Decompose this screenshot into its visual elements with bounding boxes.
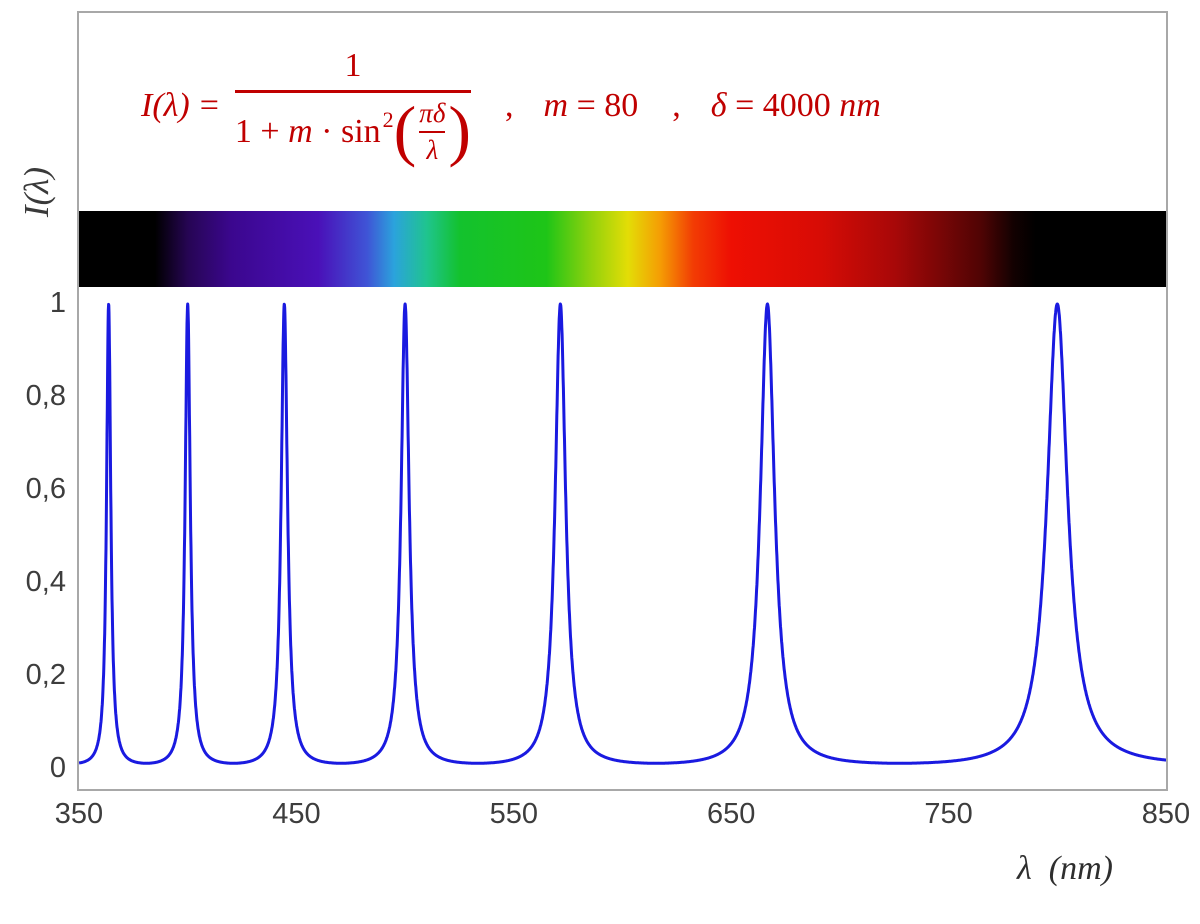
x-tick-label: 650 <box>706 798 756 830</box>
param-delta-value: = 4000 <box>726 87 840 124</box>
formula-equals: = <box>199 87 219 124</box>
curve-line <box>79 302 1166 765</box>
y-tick-label: 0,8 <box>25 380 66 412</box>
fraction-bar <box>234 89 472 93</box>
x-tick-label: 850 <box>1141 798 1191 830</box>
intensity-curve <box>79 302 1166 765</box>
spectrum-bar <box>79 211 1166 287</box>
den-exponent: 2 <box>382 106 394 132</box>
param-delta-var: δ <box>710 87 727 124</box>
plot-frame: I(λ) = 1 1 + m · sin 2 ( πδ λ ) , m = 80 <box>77 11 1168 791</box>
den-constant: 1 + <box>234 112 289 150</box>
fraction-denominator: 1 + m · sin 2 ( πδ λ ) <box>234 91 472 168</box>
separator-comma: , <box>672 87 681 124</box>
param-m-var: m <box>543 87 569 124</box>
den-variable-m: m <box>288 112 313 150</box>
x-tick-label: 550 <box>489 798 538 830</box>
den-sin: · sin <box>312 112 381 150</box>
inner-fraction-bar <box>419 130 446 133</box>
y-axis-title: I(λ) <box>17 166 56 218</box>
y-tick-label: 1 <box>49 287 66 319</box>
formula-lhs: I(λ) <box>141 87 190 124</box>
param-m-value: = 80 <box>568 87 639 124</box>
formula: I(λ) = 1 1 + m · sin 2 ( πδ λ ) , m = 80 <box>141 27 881 185</box>
inner-numerator: πδ <box>419 97 446 128</box>
inner-denominator: λ <box>426 134 439 165</box>
x-tick-label: 750 <box>924 798 973 830</box>
param-delta: δ = 4000 nm <box>711 87 881 125</box>
y-tick-label: 0,6 <box>25 473 66 505</box>
param-delta-unit: nm <box>839 87 881 124</box>
inner-fraction: πδ λ <box>419 97 446 166</box>
y-tick-label: 0,4 <box>25 566 66 598</box>
x-tick-label: 450 <box>272 798 321 830</box>
formula-fraction: 1 1 + m · sin 2 ( πδ λ ) <box>234 46 472 168</box>
open-paren: ( <box>393 91 417 168</box>
separator-comma: , <box>505 87 514 124</box>
close-paren: ) <box>448 91 472 168</box>
x-axis-title: λ (nm) <box>1017 850 1113 887</box>
fraction-numerator: 1 <box>344 46 362 84</box>
y-tick-label: 0,2 <box>25 659 66 691</box>
param-m: m = 80 <box>544 87 639 125</box>
y-tick-label: 0 <box>49 752 66 784</box>
x-tick-label: 350 <box>54 798 104 830</box>
